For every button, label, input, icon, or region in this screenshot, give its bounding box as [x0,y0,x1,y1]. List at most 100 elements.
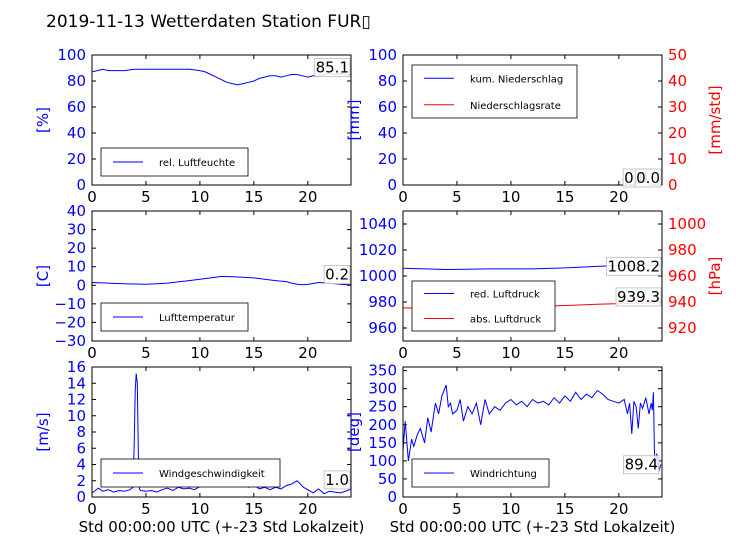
y2-tick-label: 30 [668,98,687,116]
y-tick-label: −20 [54,313,86,331]
y-tick-label: 100 [368,452,397,470]
y-tick-label: 20 [378,150,397,168]
x-tick-label: 5 [452,188,462,206]
page-title: 2019-11-13 Wetterdaten Station FUR▯ [46,12,371,32]
y-tick-label: 0 [76,488,86,506]
x-tick-label: 15 [555,188,574,206]
y-tick-label: 40 [67,202,86,220]
latest-value-label: 89.4 [625,456,658,474]
y2-tick-label: 980 [668,241,697,259]
x-tick-label: 10 [190,344,209,362]
series-line-winddirection-0 [403,384,662,472]
y-tick-label: 2 [76,472,86,490]
y-tick-label: 0 [76,176,86,194]
legend-label: Lufttemperatur [159,313,236,324]
y-tick-label: 10 [67,407,86,425]
latest-value-label-box [323,470,351,490]
y-tick-label: 60 [378,98,397,116]
y-tick-label: 4 [76,456,86,474]
y-tick-label: −30 [54,332,86,350]
latest-value-label: 1008.2 [608,257,661,275]
y-tick-label: 12 [67,391,86,409]
y2-tick-label: 10 [668,150,687,168]
x-tick-label: 5 [452,500,462,518]
legend-label: kum. Niederschlag [470,74,563,85]
latest-value-label-2-box [615,287,662,307]
y-tick-label: 14 [67,374,86,392]
x-tick-label: 5 [141,188,151,206]
legend-label: red. Luftdruck [470,290,540,301]
y-tick-label: 100 [57,46,86,64]
y-tick-label: 250 [368,398,397,416]
latest-value-label-2-box [634,168,662,188]
chart-precipitation: 0 5 10 15 20 0 20 40 60 80 100 0 10 20 30 40 50 [mm] [mm/s… [345,46,724,206]
legend-label: abs. Luftdruck [470,315,541,326]
y2-tick-label: 40 [668,72,687,90]
x-tick-label: 20 [298,344,317,362]
legend: kum. Niederschlag Niederschlagsrate [411,64,578,119]
latest-value-label-box [606,256,662,276]
legend-label: rel. Luftfeuchte [159,158,235,169]
y-tick-label: 6 [76,439,86,457]
y-tick-label: 40 [378,124,397,142]
x-tick-label: 5 [452,344,462,362]
y2-tick-label: 50 [668,46,687,64]
plot-frame [91,210,352,342]
legend: Windgeschwindigkeit [100,458,281,488]
x-tick-label: 15 [244,500,263,518]
x-tick-label: 0 [398,500,408,518]
x-tick-label: 20 [298,188,317,206]
y-axis-label: [%] [34,107,52,133]
legend: Lufttemperatur [100,302,249,332]
y-axis-label: [m/s] [34,412,52,451]
x-tick-label: 10 [501,500,520,518]
chart-temperature: 0 5 10 15 20−30−20−10010203040[C]Lufttempera… [34,202,352,362]
y-axis-label: [deg] [345,412,363,452]
legend: red. Luftdruck abs. Luftdruck [411,280,556,332]
y2-axis-label: [mm/std] [706,85,724,154]
y-tick-label: 350 [368,362,397,380]
x-tick-label: 0 [87,344,97,362]
y-tick-label: 300 [368,380,397,398]
x-tick-label: 15 [555,344,574,362]
y-tick-label: 0 [387,488,397,506]
y2-tick-label: 920 [668,319,697,337]
y-tick-label: 80 [378,72,397,90]
y-tick-label: 960 [368,319,397,337]
legend: rel. Luftfeuchte [100,147,249,177]
y-tick-label: 980 [368,293,397,311]
x-tick-label: 10 [190,500,209,518]
y-tick-label: 20 [67,150,86,168]
x-tick-label: 20 [609,344,628,362]
y2-tick-label: 940 [668,293,697,311]
legend-label: Windgeschwindigkeit [159,469,265,480]
x-tick-label: 20 [609,188,628,206]
latest-value-label-box [323,265,351,284]
legend-box [411,64,578,119]
y-tick-label: 80 [67,72,86,90]
legend-label: Niederschlagsrate [470,101,561,112]
chart-pressure: 0 5 10 15 20 960 980 1000 1020 1040 920 940 960 980 10… [359,210,724,362]
y2-axis-label: [hPa] [706,257,724,296]
x-tick-label: 10 [501,344,520,362]
y-tick-label: 0 [76,276,86,294]
legend: Windrichtung [411,458,550,488]
latest-value-label: 1.0 [325,471,349,489]
series-line-temperature-0 [92,275,351,286]
plot-frame [402,54,663,186]
y-tick-label: 150 [368,434,397,452]
y2-tick-label: 1000 [668,215,706,233]
y-tick-label: 1040 [359,215,397,233]
y-tick-label: 50 [378,470,397,488]
y-tick-label: 8 [76,423,86,441]
x-tick-label: 0 [87,500,97,518]
x-tick-label: 0 [398,188,408,206]
y2-tick-label: 20 [668,124,687,142]
latest-value-label-2: 0.0 [636,169,660,187]
y-tick-label: 1000 [359,267,397,285]
x-tick-label: 10 [190,188,209,206]
legend-label: Windrichtung [470,469,537,480]
x-tick-label: 20 [609,500,628,518]
y-tick-label: −10 [54,295,86,313]
